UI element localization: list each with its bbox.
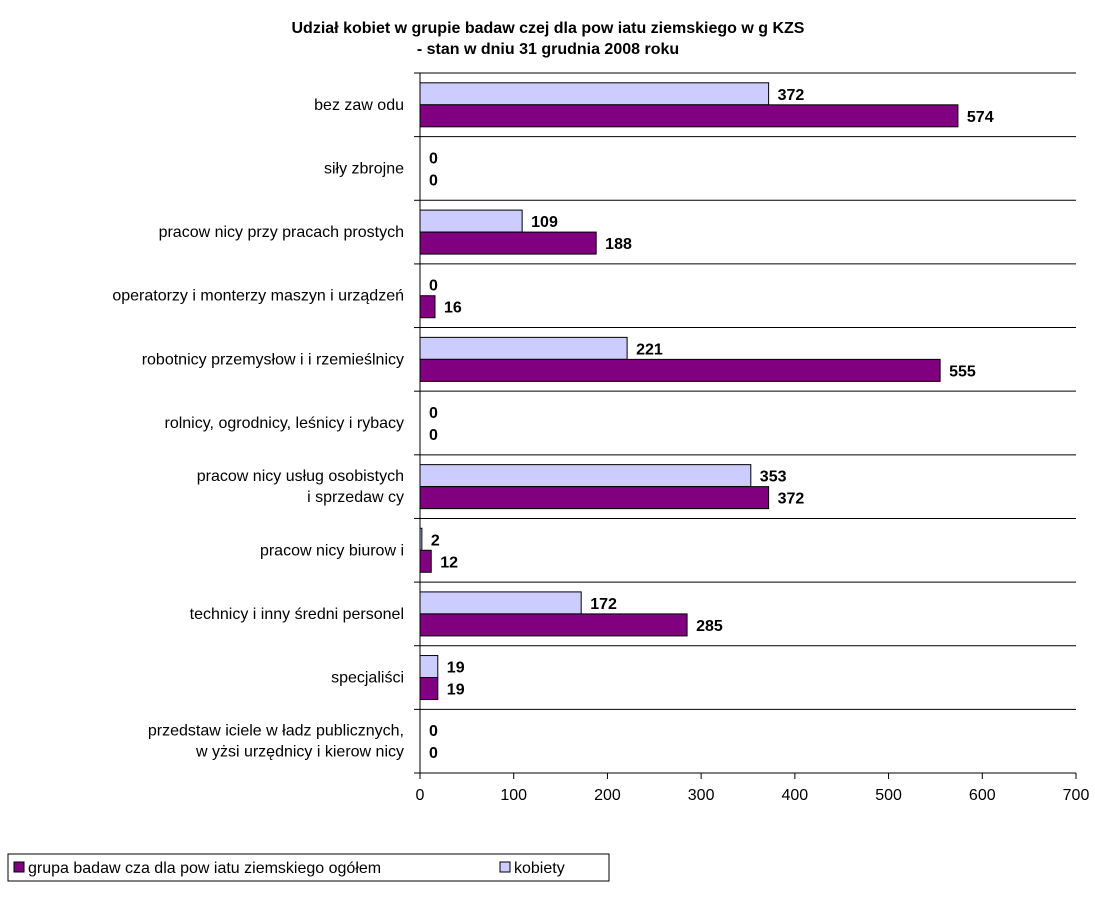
category-label: robotnicy przemysłow i i rzemieślnicy	[142, 351, 404, 368]
x-tick-label: 300	[688, 787, 715, 804]
bar-ogolem	[419, 231, 597, 255]
data-label-kobiety: 0	[429, 405, 438, 422]
bar-ogolem	[419, 295, 436, 319]
category-labels: bez zaw odu siły zbrojne pracow nicy przy …	[112, 97, 404, 761]
legend-swatch-ogolem	[13, 861, 25, 873]
data-label-kobiety: 0	[429, 278, 438, 295]
bar-kobiety	[419, 209, 523, 233]
category-label: w yżsi urzędnicy i kierow nicy	[195, 744, 404, 761]
data-label-ogolem: 12	[440, 554, 458, 571]
bar-ogolem	[419, 486, 770, 510]
chart-title-line: Udział kobiet w grupie badaw czej dla po…	[292, 20, 805, 37]
bar-ogolem	[419, 104, 959, 128]
category-label: i sprzedaw cy	[307, 489, 404, 506]
axes	[414, 72, 1077, 779]
data-label-ogolem: 372	[778, 491, 805, 508]
category-label: siły zbrojne	[324, 160, 404, 177]
bar-ogolem	[419, 358, 941, 382]
data-label-ogolem: 285	[696, 618, 723, 635]
data-label-kobiety: 0	[429, 723, 438, 740]
chart-title-line: - stan w dniu 31 grudnia 2008 roku	[417, 41, 679, 58]
bar-kobiety	[419, 655, 439, 679]
legend-label-ogolem: grupa badaw cza dla pow iatu ziemskiego …	[28, 860, 381, 877]
x-tick-label: 0	[416, 787, 425, 804]
bar-kobiety	[419, 464, 752, 488]
data-label-ogolem: 0	[429, 745, 438, 762]
data-label-ogolem: 0	[429, 172, 438, 189]
data-label-ogolem: 188	[605, 236, 632, 253]
chart-title: Udział kobiet w grupie badaw czej dla po…	[292, 20, 805, 58]
bar-ogolem	[419, 677, 439, 701]
data-label-kobiety: 2	[431, 532, 440, 549]
data-label-kobiety: 19	[447, 660, 465, 677]
x-tick-label: 200	[594, 787, 621, 804]
category-label: operatorzy i monterzy maszyn i urządzeń	[112, 288, 404, 305]
data-label-ogolem: 574	[967, 109, 994, 126]
bar-kobiety	[419, 591, 582, 615]
category-label: specjaliści	[331, 670, 404, 687]
data-label-ogolem: 555	[949, 363, 976, 380]
bar-ogolem	[419, 613, 688, 637]
category-label: przedstaw iciele w ładz publicznych,	[148, 723, 404, 740]
bar-kobiety	[419, 336, 628, 360]
data-label-kobiety: 372	[778, 87, 805, 104]
data-label-kobiety: 172	[590, 596, 617, 613]
data-label-kobiety: 109	[531, 214, 558, 231]
category-label: pracow nicy biurow i	[260, 542, 404, 559]
bar-kobiety	[419, 82, 770, 106]
category-label: bez zaw odu	[314, 97, 404, 114]
x-tick-labels: 0 100 200 300 400 500 600 700	[416, 787, 1090, 804]
data-label-ogolem: 16	[444, 300, 462, 317]
x-tick-label: 400	[782, 787, 809, 804]
category-label: technicy i inny średni personel	[190, 606, 404, 623]
x-tick-label: 500	[875, 787, 902, 804]
category-grid	[420, 72, 1076, 710]
data-label-kobiety: 0	[429, 150, 438, 167]
category-label: pracow nicy usług osobistych	[197, 468, 404, 485]
category-label: rolnicy, ogrodnicy, leśnicy i rybacy	[165, 415, 405, 432]
x-tick-label: 700	[1063, 787, 1090, 804]
x-tick-label: 100	[500, 787, 527, 804]
legend: grupa badaw cza dla pow iatu ziemskiego …	[7, 853, 610, 882]
data-label-kobiety: 221	[636, 341, 663, 358]
data-label-kobiety: 353	[760, 469, 787, 486]
category-label: pracow nicy przy pracach prostych	[159, 224, 404, 241]
x-tick-label: 600	[969, 787, 996, 804]
data-label-ogolem: 0	[429, 427, 438, 444]
legend-label-kobiety: kobiety	[514, 860, 565, 877]
legend-swatch-kobiety	[499, 861, 511, 873]
bars	[419, 82, 959, 701]
data-labels: 372 574 0 0 109 188 0 16 221 555 0 0 353 372 212 172 285…	[429, 87, 994, 762]
bar-ogolem	[419, 549, 432, 573]
data-label-ogolem: 19	[447, 682, 465, 699]
